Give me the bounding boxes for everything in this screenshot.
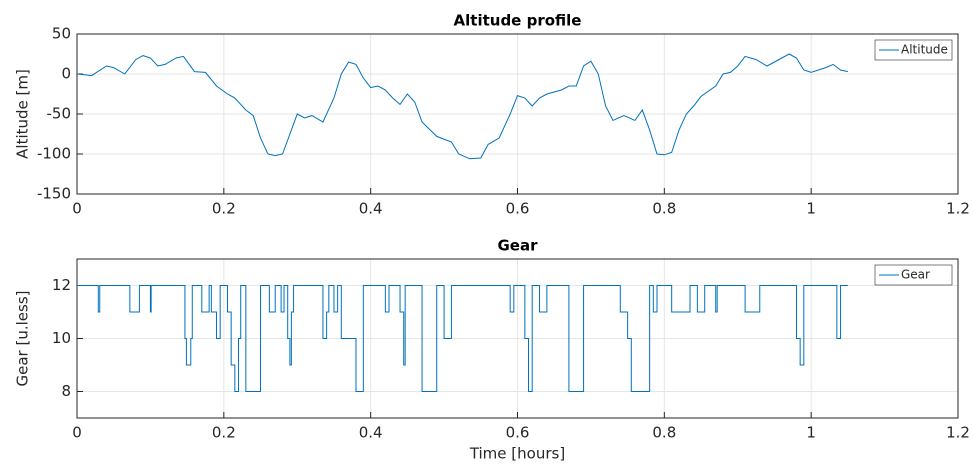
x-tick-label: 0.6 — [506, 200, 530, 218]
x-tick-label: 1.2 — [946, 200, 970, 218]
x-tick-label: 1 — [806, 424, 816, 442]
x-tick-label: 0 — [72, 200, 82, 218]
axes-box — [76, 33, 959, 195]
legend-label: Gear — [901, 268, 930, 282]
axes-box — [76, 258, 959, 419]
x-tick-label: 0.8 — [652, 200, 676, 218]
legend-box — [874, 39, 953, 61]
x-tick-label: 0.4 — [359, 424, 383, 442]
data-line — [77, 285, 848, 392]
y-tick-label: 8 — [61, 382, 71, 400]
legend: Altitude — [874, 39, 953, 61]
x-tick-label: 0.4 — [359, 200, 383, 218]
y-axis-label: Gear [u.less] — [14, 291, 32, 387]
y-tick-label: 12 — [52, 276, 71, 294]
x-tick-label: 1.2 — [946, 424, 970, 442]
y-axis-label: Altitude [m] — [14, 69, 32, 159]
y-tick-label: -50 — [47, 105, 72, 123]
x-tick-label: 1 — [806, 200, 816, 218]
legend-label: Altitude — [901, 43, 948, 57]
y-tick-label: 10 — [52, 329, 71, 347]
legend-box — [874, 264, 953, 286]
data-line — [76, 53, 848, 160]
chart-title: Altitude profile — [454, 12, 582, 30]
x-tick-label: 0.8 — [652, 424, 676, 442]
chart-title: Gear — [497, 237, 538, 255]
y-tick-label: -100 — [37, 145, 71, 163]
y-tick-label: -150 — [37, 185, 71, 203]
x-tick-label: 0.2 — [212, 200, 236, 218]
x-tick-label: 0 — [72, 424, 82, 442]
x-axis-label: Time [hours] — [469, 445, 565, 463]
y-tick-label: 0 — [61, 65, 71, 83]
y-tick-label: 50 — [52, 25, 71, 43]
legend: Gear — [874, 264, 953, 286]
x-tick-label: 0.6 — [506, 424, 530, 442]
x-tick-label: 0.2 — [212, 424, 236, 442]
